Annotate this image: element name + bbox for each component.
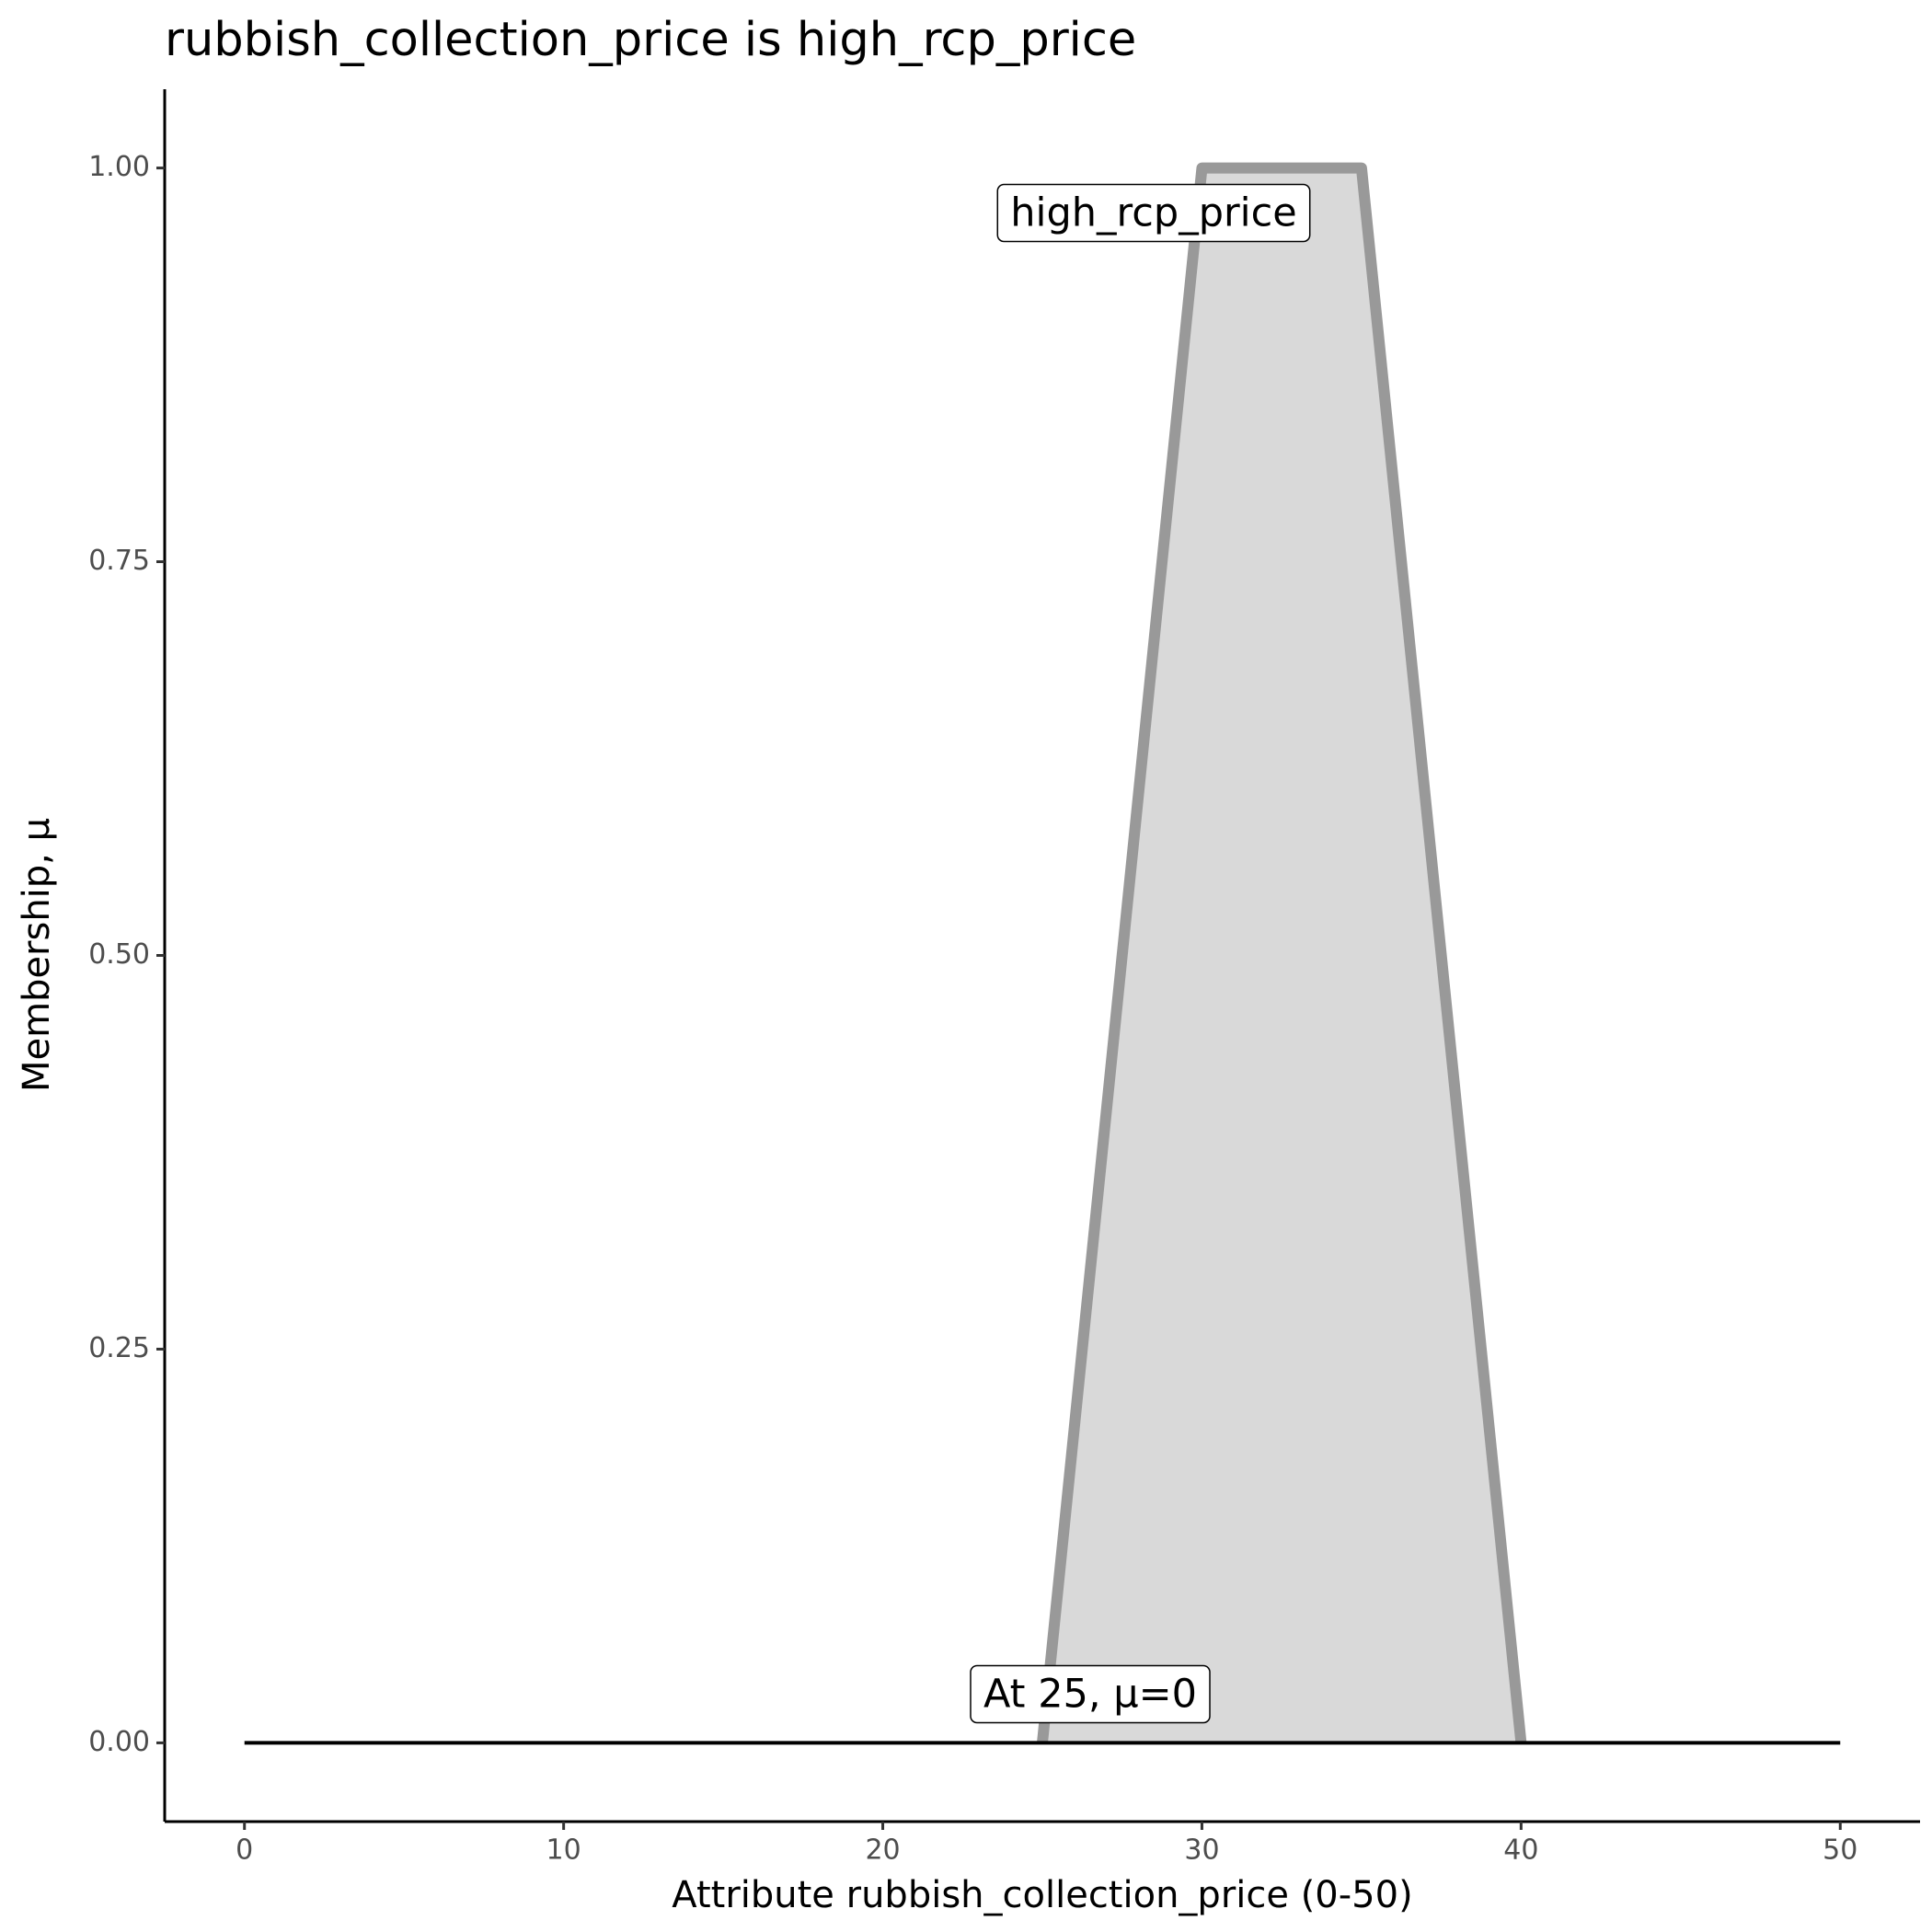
x-tick-label: 30: [1184, 1834, 1219, 1867]
series-line: [1037, 162, 1527, 1744]
y-tick-label: 0.75: [88, 545, 150, 577]
x-axis-title: Attribute rubbish_collection_price (0-50…: [672, 1874, 1412, 1916]
annotation-label: high_rcp_price: [1010, 190, 1296, 236]
x-tick-label: 0: [236, 1834, 253, 1867]
area-fill: [1042, 167, 1522, 1743]
annotation-box: [970, 1664, 1211, 1724]
y-tick-label: 0.50: [88, 938, 150, 971]
y-tick-label: 0.25: [88, 1332, 150, 1364]
x-tick-label: 20: [865, 1834, 900, 1867]
x-tick-label: 10: [546, 1834, 581, 1867]
y-tick-label: 0.00: [88, 1726, 150, 1758]
x-tick-label: 40: [1503, 1834, 1538, 1867]
chart-title: rubbish_collection_price is high_rcp_pri…: [165, 13, 1136, 67]
annotation-box: [996, 183, 1311, 243]
y-tick-label: 1.00: [88, 151, 150, 183]
annotation-label: At 25, μ=0: [983, 1672, 1197, 1718]
x-tick-label: 50: [1823, 1834, 1857, 1867]
y-axis-title: Membership, μ: [16, 818, 58, 1092]
